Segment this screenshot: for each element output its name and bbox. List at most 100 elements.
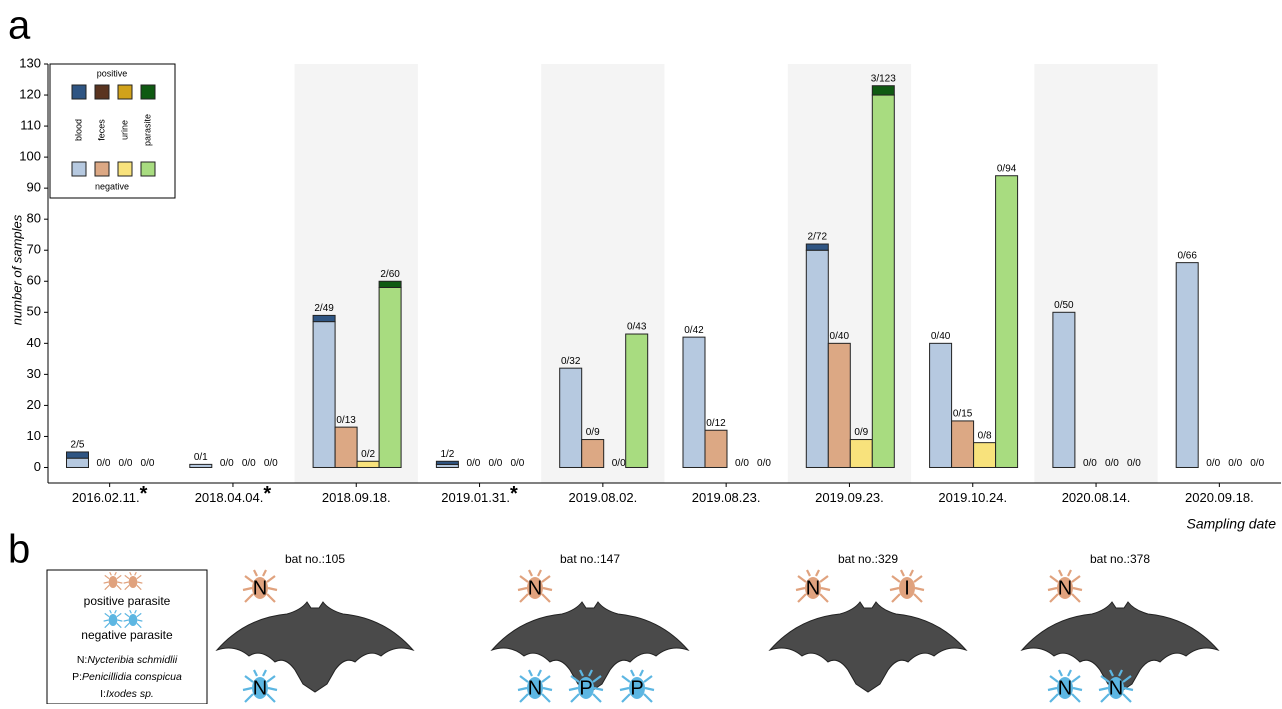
x-tick-label: 2019.08.02. [569, 490, 638, 505]
bar-label: 0/0 [97, 458, 111, 469]
parasite-leg [517, 686, 528, 692]
bar-label: 0/94 [997, 163, 1017, 174]
x-tick-label: 2019.09.23. [815, 490, 884, 505]
bar-positive [805, 243, 829, 251]
parasite-leg [1072, 686, 1083, 692]
bar-positive [435, 460, 459, 465]
parasite-leg [267, 686, 278, 692]
species-name: Nycteribia schmidlii [87, 654, 178, 666]
parasite-leg [124, 622, 130, 629]
bar-positive [312, 314, 336, 323]
parasite-leg [541, 675, 551, 683]
y-axis-label: number of samples [9, 214, 24, 325]
parasite-leg [815, 569, 820, 577]
parasite-icon: N [1047, 569, 1083, 603]
parasite-icon: N [242, 669, 278, 703]
parasite-leg [570, 693, 580, 703]
y-tick-label: 90 [27, 180, 41, 195]
parasite-leg [592, 693, 602, 703]
parasite-leg [1100, 675, 1110, 683]
bar-label: 0/15 [953, 409, 973, 420]
parasite-leg [1118, 669, 1123, 677]
parasite-leg [124, 612, 130, 618]
parasite-leg [137, 619, 143, 622]
parasite-body [899, 577, 915, 599]
bar-negative [1052, 311, 1076, 468]
parasite-leg [909, 569, 914, 577]
parasite-leg [266, 575, 276, 583]
parasite-body [252, 677, 268, 699]
parasite-leg [1049, 693, 1059, 703]
parasite-leg [136, 622, 142, 629]
parasite-leg [1122, 675, 1132, 683]
bar-label: 2/60 [380, 269, 400, 280]
bar-label: 0/8 [978, 430, 992, 441]
parasite-body [1057, 677, 1073, 699]
parasite-icon [103, 609, 123, 629]
bar-label: 0/1 [194, 452, 208, 463]
x-tick-label: 2018.04.04.* [195, 483, 272, 505]
bar-negative [1175, 262, 1199, 468]
parasite-icon: N [795, 569, 831, 603]
parasite-leg [1049, 675, 1059, 683]
parasite-leg [541, 593, 551, 603]
parasite-leg [519, 693, 529, 703]
parasite-body [128, 575, 138, 589]
parasite-leg [797, 593, 807, 603]
parasite-leg [242, 686, 253, 692]
bar-negative [951, 420, 975, 468]
parasite-leg [1049, 575, 1059, 583]
parasite-leg [134, 571, 137, 576]
parasite-code: P [630, 677, 643, 699]
bar-label: 3/123 [871, 73, 896, 84]
y-tick-label: 30 [27, 366, 41, 381]
bar-label: 0/0 [510, 458, 524, 469]
parasite-leg [797, 575, 807, 583]
parasite-leg [244, 693, 254, 703]
parasite-body [629, 677, 645, 699]
parasite-leg [124, 584, 130, 591]
parasite-leg [266, 675, 276, 683]
legend-swatch [140, 84, 156, 100]
parasite-code: I [904, 577, 910, 599]
x-tick-label: 2019.08.02. [569, 490, 638, 505]
parasite-code: N [1109, 677, 1123, 699]
parasite-body [1057, 577, 1073, 599]
parasite-leg [819, 575, 829, 583]
parasite-icon: N [1047, 669, 1083, 703]
parasite-leg [244, 575, 254, 583]
parasite-body [578, 677, 594, 699]
parasite-leg [267, 586, 278, 592]
x-tick-label: 2019.09.23. [815, 490, 884, 505]
legend-label: blood [73, 119, 83, 141]
bar-label: 0/0 [1105, 458, 1119, 469]
parasite-leg [891, 593, 901, 603]
bar-label: 0/9 [586, 427, 600, 438]
legend-title: negative [95, 181, 129, 191]
parasite-icon: N [517, 569, 553, 603]
parasite-leg [104, 622, 110, 629]
x-tick-label: 2016.02.11.* [72, 483, 148, 505]
legend-swatch [140, 161, 156, 177]
legend-label: feces [96, 119, 106, 141]
bar-label: 0/0 [1250, 458, 1264, 469]
parasite-leg [103, 581, 109, 584]
bat-label: bat no.:105 [285, 552, 345, 566]
parasite-leg [242, 586, 253, 592]
parasite-leg [266, 593, 276, 603]
bar-label: 2/5 [71, 440, 85, 451]
y-tick-label: 70 [27, 242, 41, 257]
parasite-leg [1100, 693, 1110, 703]
y-tick-label: 80 [27, 211, 41, 226]
parasite-leg [914, 586, 925, 592]
parasite-leg [542, 586, 553, 592]
panel-label: a [8, 4, 31, 48]
legend-label: negative parasite [81, 628, 173, 642]
legend-swatch [94, 84, 110, 100]
parasite-leg [519, 675, 529, 683]
parasite-leg [913, 575, 923, 583]
parasite-leg [1071, 693, 1081, 703]
parasite-leg [1067, 569, 1072, 577]
x-tick-label: 2018.04.04. [195, 490, 264, 505]
parasite-leg [541, 575, 551, 583]
